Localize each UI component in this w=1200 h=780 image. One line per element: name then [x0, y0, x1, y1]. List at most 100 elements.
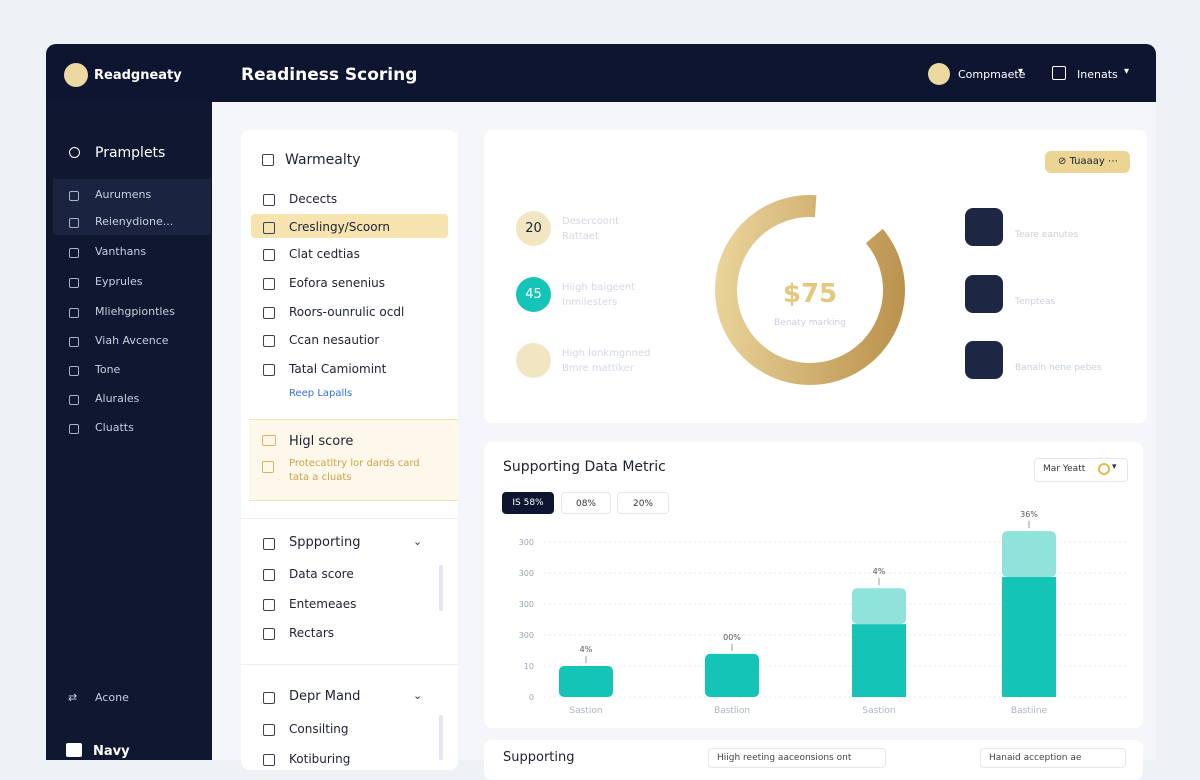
icon: [263, 194, 275, 206]
section-title[interactable]: Sppporting: [289, 535, 361, 550]
y-tick-label: 300: [519, 569, 534, 578]
card-text: Protecatltry lor dards card tata a cluat…: [289, 458, 420, 483]
icon: [66, 743, 82, 757]
scrollbar: [439, 565, 443, 611]
panel-item[interactable]: Decects: [289, 192, 338, 206]
bar: [852, 624, 906, 697]
page: Readgneaty Readiness Scoring Compmaete ▾…: [46, 44, 1156, 780]
caret: ▾: [1124, 66, 1130, 77]
button-label: ⊘ Tuaaay ⋯: [1058, 156, 1118, 167]
icon: [263, 754, 275, 766]
tab[interactable]: 08%: [561, 492, 611, 514]
dropdown[interactable]: Hiigh reeting aaceonsions ont: [708, 748, 886, 768]
stat-text: Bmre mattiker: [562, 363, 635, 374]
y-tick-label: 300: [519, 538, 534, 547]
icon: [263, 249, 275, 261]
sidebar-item[interactable]: Vanthans: [95, 245, 147, 258]
menu[interactable]: Inenats: [1077, 68, 1118, 81]
caret: ⌄: [413, 535, 423, 548]
stat-text: Desercoont: [562, 216, 620, 227]
header: [46, 44, 1156, 102]
tab[interactable]: IS 58%: [502, 492, 554, 514]
metric-value: $5P30: [1015, 343, 1060, 359]
gauge-value: $75: [782, 279, 838, 309]
icon: [263, 599, 275, 611]
icon: [69, 366, 79, 376]
icon-box: [965, 208, 1003, 246]
tab[interactable]: 20%: [617, 492, 669, 514]
card-title: Higl score: [289, 434, 354, 449]
bar: [852, 588, 906, 625]
dropdown[interactable]: [1034, 458, 1128, 482]
scrollbar: [439, 715, 443, 760]
panel-item[interactable]: Ccan nesautior: [289, 333, 380, 347]
sidebar-item[interactable]: Aurumens: [95, 188, 152, 201]
active-group: [53, 179, 211, 235]
section-item[interactable]: Rectars: [289, 626, 335, 640]
icon: [69, 308, 79, 318]
metric-value: $38: [1015, 277, 1042, 293]
icon: [263, 364, 275, 376]
stat-text: Inmilesters: [562, 297, 618, 308]
section-item[interactable]: Consilting: [289, 722, 349, 736]
panel-item[interactable]: Creslingy/Scoorn: [289, 220, 390, 234]
icon: [263, 628, 275, 640]
icon: [69, 395, 79, 405]
button-text: Tuaaay: [1069, 156, 1105, 167]
icon: [69, 191, 79, 201]
bar: [1002, 577, 1056, 697]
section-item[interactable]: Data score: [289, 567, 354, 581]
stat-badge: 20: [516, 211, 551, 246]
sidebar-item[interactable]: Tone: [95, 363, 121, 376]
sidebar-item[interactable]: Cluatts: [95, 421, 134, 434]
caret: ▾: [1018, 66, 1024, 77]
y-tick-label: 0: [529, 693, 534, 702]
caret: ▾: [1112, 462, 1117, 472]
y-tick-label: 300: [519, 600, 534, 609]
icon: [263, 307, 275, 319]
button[interactable]: [1045, 151, 1130, 173]
sidebar-item[interactable]: Mliehgpiontles: [95, 305, 175, 318]
bar-annotation: 00%: [723, 633, 741, 642]
y-tick-label: 10: [524, 662, 534, 671]
icon: [1098, 463, 1110, 475]
dropdown[interactable]: Hanaid acception ae: [980, 748, 1126, 768]
sidebar-heading: Pramplets: [95, 145, 166, 161]
panel-item[interactable]: Tatal Camiomint: [289, 362, 387, 376]
y-tick-label: 300: [519, 631, 534, 640]
panel-item[interactable]: Clat cedtias: [289, 247, 360, 261]
icon: [262, 154, 274, 166]
panel-item[interactable]: Eofora senenius: [289, 276, 386, 290]
section-item[interactable]: Kotiburing: [289, 752, 351, 766]
link[interactable]: Reep Lapalls: [289, 388, 353, 399]
panel-item[interactable]: Roors-ounrulic ocdl: [289, 305, 405, 319]
sidebar-item[interactable]: Viah Avcence: [95, 334, 169, 347]
gauge-caption: Benaty marking: [774, 318, 846, 328]
chart: 0 10 300 300 300 300 4% Sastion 00% Bastlion 4% Sas…: [519, 510, 1129, 716]
sidebar-item[interactable]: Reienydione...: [95, 215, 174, 228]
icon: [69, 278, 79, 288]
metric-value: $5:300:5: [1015, 210, 1078, 226]
bar-annotation: 4%: [873, 567, 886, 576]
divider: [241, 518, 458, 519]
bar-annotation: 36%: [1020, 510, 1038, 519]
sidebar-footer[interactable]: Acone: [95, 691, 129, 704]
sidebar-item[interactable]: Alurales: [95, 392, 140, 405]
icon: [262, 461, 274, 473]
icon: [263, 278, 275, 290]
icon: [69, 424, 79, 434]
stat-text: Rattaet: [562, 231, 599, 242]
stat-badge: [516, 343, 551, 378]
icon: ⇄: [68, 691, 78, 704]
section-item[interactable]: Entemeaes: [289, 597, 357, 611]
highlight-card: [249, 419, 458, 501]
bar: [559, 666, 613, 697]
x-tick-label: Bastlion: [714, 706, 750, 716]
sidebar-item[interactable]: Eyprules: [95, 275, 143, 288]
icon: [263, 692, 275, 704]
menu[interactable]: Compmaete: [958, 68, 1026, 81]
sidebar-footer[interactable]: Navy: [93, 744, 130, 759]
section-title[interactable]: Depr Mand: [289, 689, 361, 704]
icon: [263, 335, 275, 347]
menu-icon: [1052, 66, 1066, 80]
